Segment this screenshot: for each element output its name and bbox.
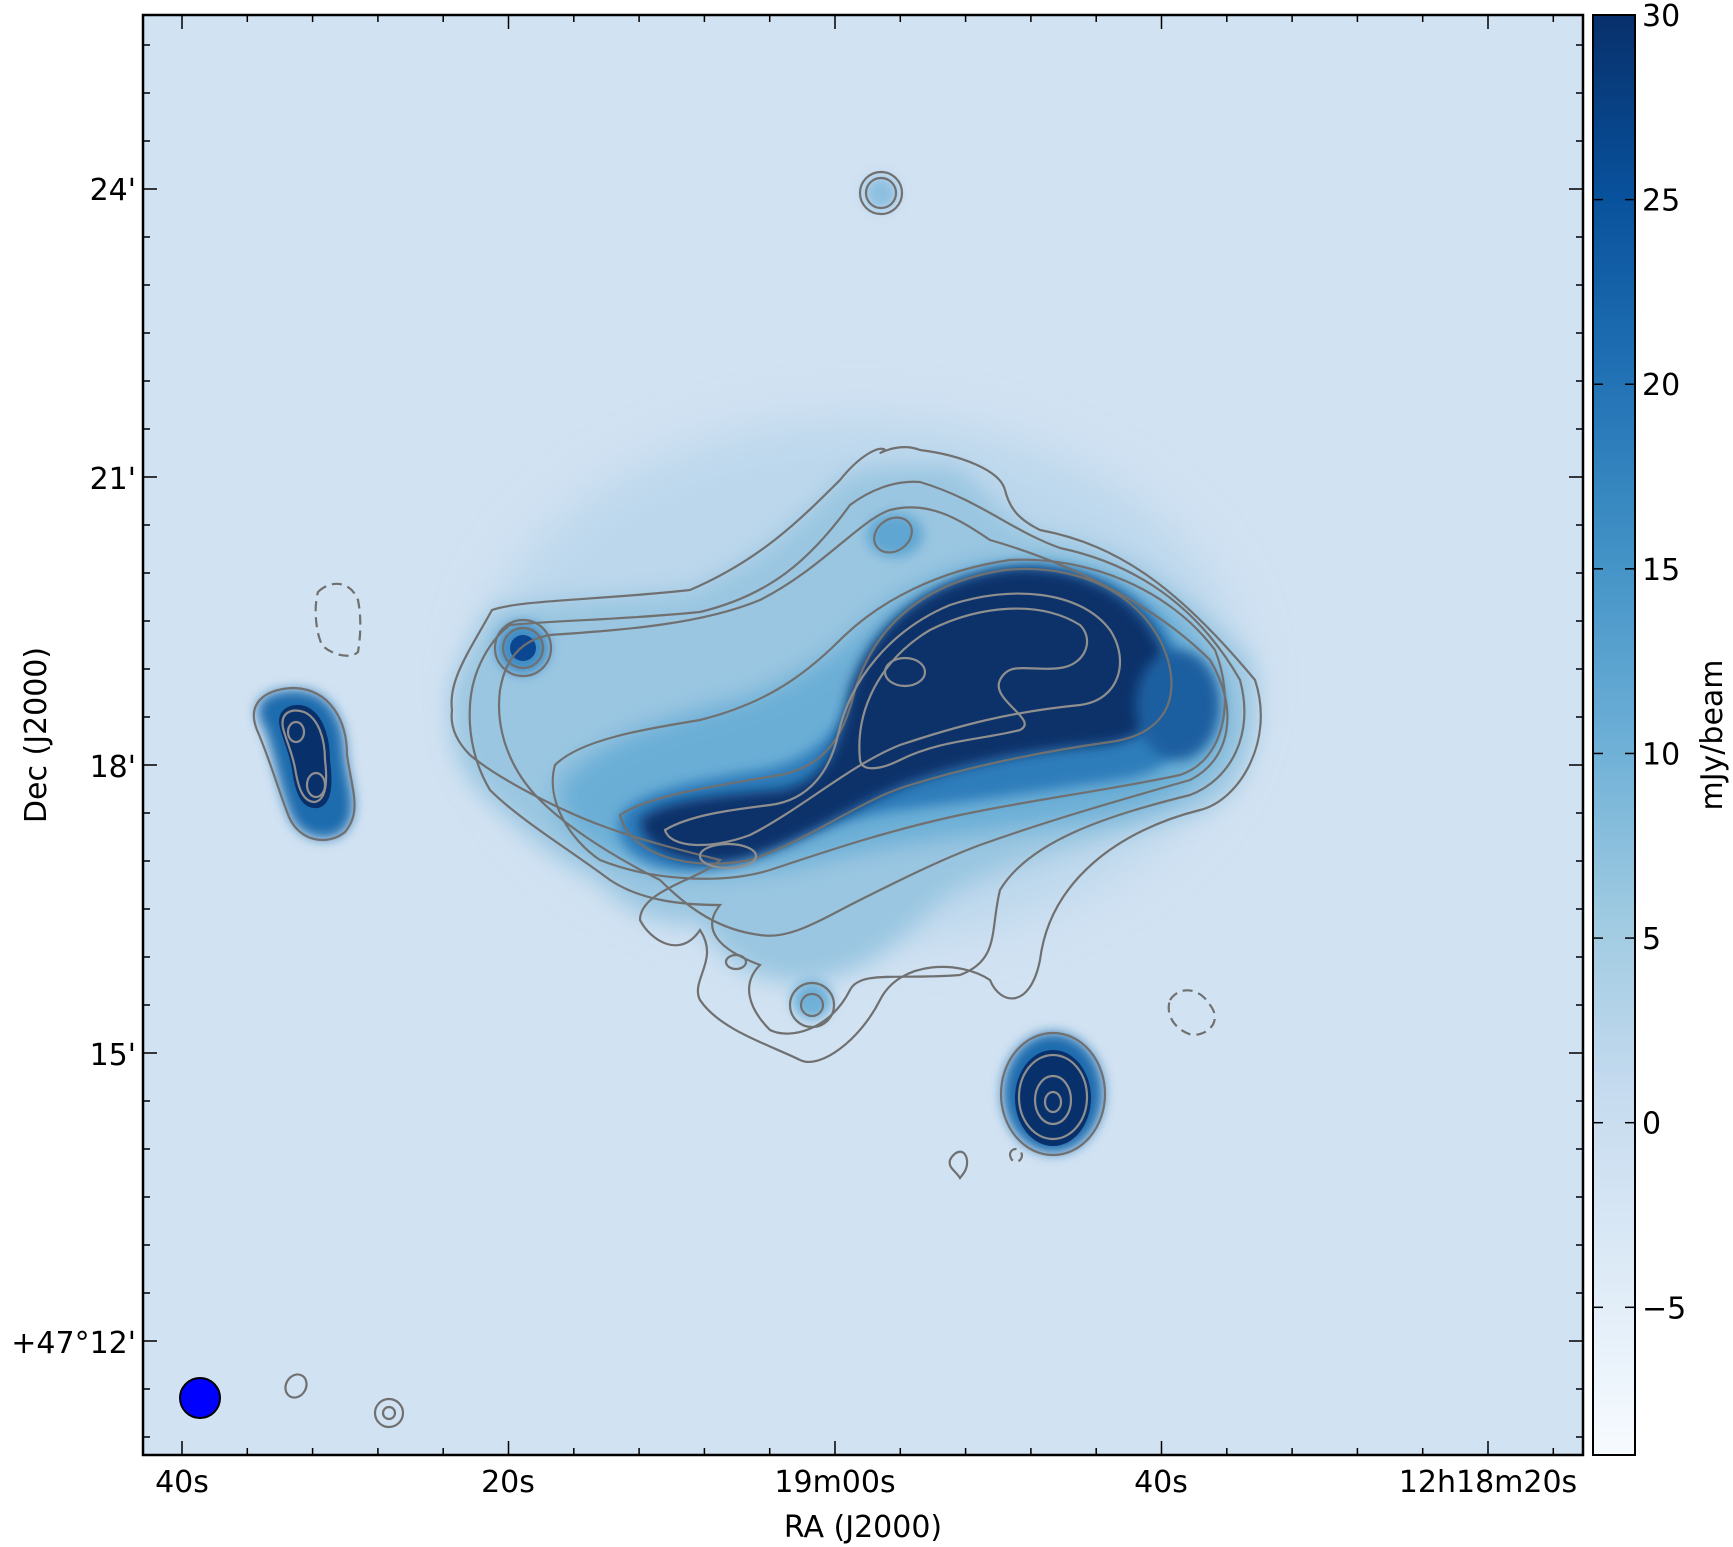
contour-negative-1: [1008, 1147, 1024, 1163]
colorbar-tick-label: 10: [1642, 737, 1680, 772]
contour-west-peak-2: [305, 771, 327, 799]
colorbar-frame: [1592, 14, 1636, 1456]
contour-north-source-2: [864, 176, 898, 210]
compact-source-west: [257, 690, 353, 839]
main-source-south-blob: [792, 980, 832, 1020]
contour-west-peak-1: [286, 720, 306, 744]
contour-southeast-outer: [999, 1031, 1107, 1157]
contour-faint-1: [284, 1373, 308, 1399]
contour-southeast-peak: [1043, 1090, 1063, 1114]
contour-north-source-1: [858, 170, 904, 216]
contour-negative-3: [1167, 989, 1216, 1037]
contour-jet-knot-1: [493, 618, 553, 678]
contour-negative-2: [314, 582, 362, 657]
intensity-map: [143, 15, 1583, 1455]
colorbar-fill: [1593, 15, 1635, 1455]
contour-faint-2-inner: [381, 1405, 397, 1421]
x-tick-label: 19m00s: [774, 1465, 895, 1500]
colorbar-tick-label: 0: [1642, 1107, 1661, 1142]
x-tick-label: 40s: [155, 1465, 209, 1500]
contour-small-south: [724, 953, 748, 971]
contour-7: [858, 607, 1089, 770]
contour-peak-west: [698, 842, 758, 870]
plot-frame: [141, 13, 1585, 1457]
contour-south-blob-2: [799, 992, 825, 1018]
contour-faint-2-outer: [373, 1397, 405, 1429]
x-tick-label: 20s: [481, 1465, 535, 1500]
contour-jet-knot-2: [501, 626, 545, 670]
contour-overlay: [252, 170, 1262, 1429]
contour-west-source-outer: [252, 686, 356, 841]
y-tick-label: +47°12': [11, 1326, 136, 1361]
contour-southeast-mid: [1017, 1053, 1089, 1141]
contour-southeast-inner: [1033, 1074, 1073, 1126]
y-tick-labels: 24' 21' 18' 15' +47°12': [11, 173, 136, 1361]
compact-source-north: [864, 176, 898, 210]
colorbar-tick-label: 30: [1642, 0, 1680, 34]
y-axis-label: Dec (J2000): [19, 647, 54, 823]
contour-2: [468, 480, 1246, 1035]
axis-ticks: [143, 15, 1583, 1455]
y-tick-label: 24': [90, 173, 136, 208]
contour-outer: [450, 446, 1262, 1063]
colorbar-label: mJy/beam: [1695, 659, 1730, 810]
y-tick-label: 15': [90, 1038, 136, 1073]
y-tick-label: 21': [90, 462, 136, 497]
main-source-hotspot-east: [1136, 650, 1220, 760]
contour-6: [663, 592, 1122, 847]
colorbar-ticks: 30 25 20 15 10 5 0 −5: [1593, 0, 1686, 1326]
contour-small-blob-1: [948, 1150, 969, 1181]
contour-peak-center: [883, 656, 927, 688]
colorbar-tick-label: 5: [1642, 922, 1661, 957]
colorbar-tick-label: 20: [1642, 368, 1680, 403]
contour-3: [498, 506, 1229, 937]
x-tick-label: 12h18m20s: [1399, 1465, 1577, 1500]
contour-south-blob-1: [788, 981, 836, 1029]
beam-ellipse: [179, 1377, 221, 1419]
y-tick-label: 18': [90, 750, 136, 785]
x-tick-labels: 40s 20s 19m00s 40s 12h18m20s: [155, 1465, 1577, 1500]
colorbar-tick-label: −5: [1642, 1291, 1686, 1326]
colorbar-tick-label: 25: [1642, 184, 1680, 219]
contour-4: [551, 558, 1226, 880]
x-axis-label: RA (J2000): [784, 1510, 942, 1545]
colorbar: 30 25 20 15 10 5 0 −5 mJy/beam: [1592, 0, 1730, 1456]
x-tick-label: 40s: [1134, 1465, 1188, 1500]
contour-north-blob: [873, 516, 913, 554]
contour-5: [618, 567, 1173, 865]
colorbar-tick-label: 15: [1642, 553, 1680, 588]
